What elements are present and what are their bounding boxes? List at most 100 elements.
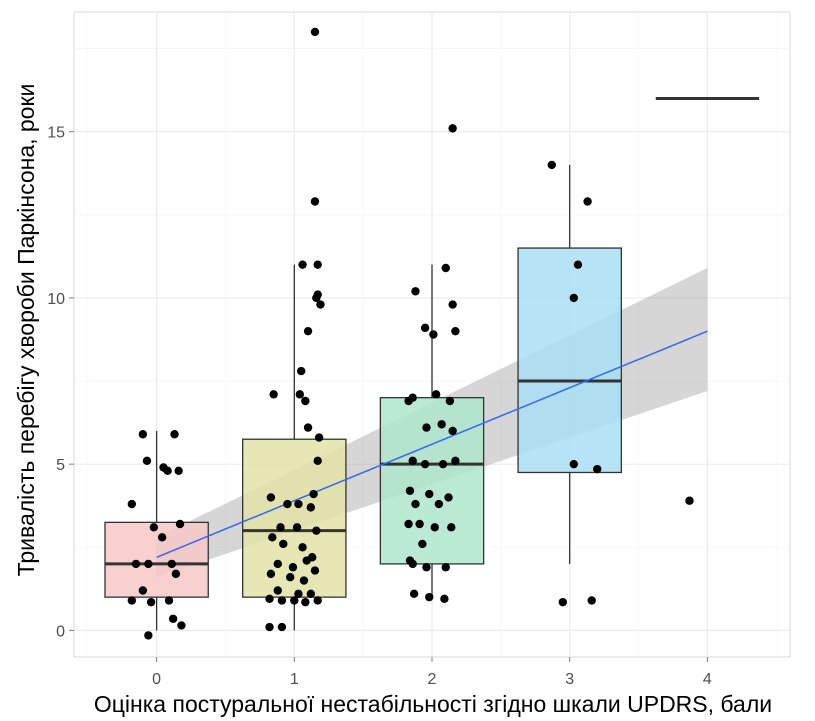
data-point <box>431 390 441 399</box>
data-point <box>171 569 181 579</box>
data-point <box>425 592 434 602</box>
data-point <box>138 430 148 439</box>
data-point <box>298 260 307 269</box>
data-point <box>408 393 417 402</box>
data-point <box>685 496 694 505</box>
data-point <box>411 287 420 296</box>
x-axis-title: Оцінка постуральної нестабільності згідн… <box>94 691 772 717</box>
data-point <box>587 596 596 605</box>
data-point <box>138 586 148 595</box>
data-point <box>569 293 579 303</box>
data-point <box>409 589 419 599</box>
data-point <box>273 559 282 569</box>
data-point <box>312 526 321 535</box>
y-axis-title: Тривалість перебігу хвороби Паркінсона, … <box>13 84 39 577</box>
data-point <box>316 300 325 309</box>
data-point <box>268 533 277 542</box>
data-point <box>164 596 174 605</box>
data-point <box>418 539 427 549</box>
data-point <box>434 499 444 509</box>
data-point <box>299 576 309 585</box>
data-point <box>303 423 313 432</box>
data-point <box>425 489 434 499</box>
data-point <box>306 503 316 512</box>
x-tick-label: 4 <box>703 671 712 688</box>
data-point <box>168 614 178 623</box>
data-point <box>144 559 153 569</box>
data-point <box>441 563 450 572</box>
data-point <box>411 499 420 509</box>
data-point <box>290 596 299 605</box>
box-3 <box>517 247 622 474</box>
x-tick-label: 2 <box>428 671 437 688</box>
data-point <box>422 423 431 432</box>
trend-layer <box>156 330 708 558</box>
outlier-point <box>310 197 320 206</box>
y-tick-label: 0 <box>56 623 65 640</box>
data-point <box>310 566 320 575</box>
data-point <box>441 263 450 273</box>
data-point <box>405 486 415 495</box>
data-point <box>303 326 313 336</box>
data-point <box>444 493 453 502</box>
data-point <box>175 519 185 529</box>
data-point <box>266 569 276 579</box>
data-point <box>265 594 274 604</box>
x-tick-label: 1 <box>290 671 299 688</box>
data-point <box>294 499 303 509</box>
data-point <box>313 456 322 466</box>
data-point <box>269 390 278 399</box>
data-point <box>573 260 583 269</box>
box-0 <box>104 521 209 598</box>
data-point <box>149 523 159 532</box>
trend-line <box>156 330 708 558</box>
data-point <box>593 464 602 474</box>
outlier-point <box>448 124 457 133</box>
y-tick-label: 5 <box>56 457 65 474</box>
data-point <box>276 523 285 532</box>
data-point <box>569 459 579 469</box>
data-point <box>266 493 276 502</box>
data-point <box>437 420 446 429</box>
y-tick-label: 10 <box>47 291 65 308</box>
data-point <box>547 160 556 170</box>
data-point <box>313 596 322 605</box>
data-point <box>438 459 448 469</box>
data-point <box>429 330 438 339</box>
data-point <box>265 622 274 632</box>
data-point <box>167 559 176 569</box>
data-point <box>430 523 439 532</box>
outlier-point <box>310 27 320 37</box>
box-2 <box>379 397 485 565</box>
data-point <box>422 563 431 572</box>
x-tick-label: 0 <box>152 671 161 688</box>
data-point <box>306 589 316 599</box>
data-point <box>294 589 303 599</box>
data-point <box>448 426 457 436</box>
data-point <box>445 396 455 406</box>
data-point <box>283 499 292 509</box>
data-point <box>420 323 430 333</box>
data-point <box>298 543 307 552</box>
data-point <box>313 260 322 269</box>
data-point <box>127 499 137 509</box>
data-point <box>420 459 430 469</box>
data-point <box>301 597 310 607</box>
data-point <box>292 523 302 532</box>
data-point <box>301 396 310 406</box>
data-point <box>404 519 413 529</box>
data-point <box>273 586 282 595</box>
box-1 <box>242 438 347 598</box>
data-point <box>415 519 424 529</box>
x-tick-label: 3 <box>565 671 574 688</box>
data-point <box>440 594 449 604</box>
data-point <box>163 466 172 476</box>
data-point <box>144 631 153 640</box>
data-point <box>309 489 318 499</box>
data-point <box>288 563 298 572</box>
data-point <box>451 326 460 336</box>
data-point <box>131 559 141 569</box>
data-point <box>285 573 295 582</box>
data-point <box>146 597 156 607</box>
